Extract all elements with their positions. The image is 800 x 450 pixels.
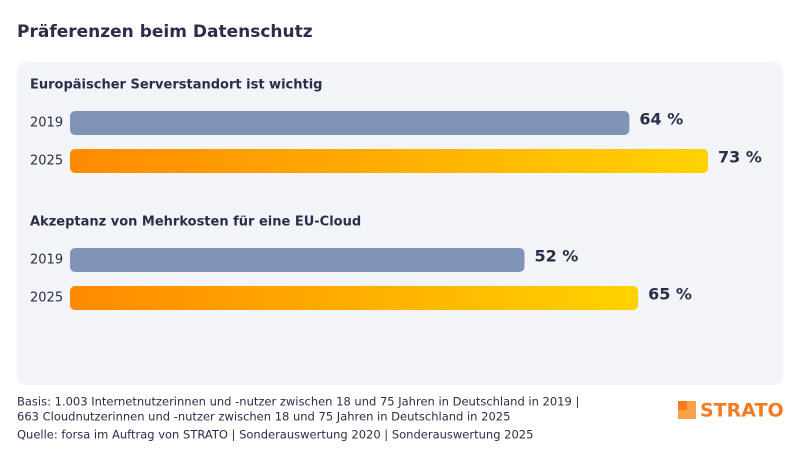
footer-line: 663 Cloudnutzerinnen und -nutzer zwische… (17, 410, 510, 424)
page-title: Präferenzen beim Datenschutz (17, 22, 313, 42)
logo-icon (678, 401, 696, 419)
bar (70, 286, 639, 310)
category-label: 2019 (30, 116, 63, 131)
footer-line: Quelle: forsa im Auftrag von STRATO | So… (17, 428, 533, 442)
category-label: 2019 (30, 253, 63, 268)
logo: STRATO (700, 400, 784, 422)
value-label: 73 % (718, 148, 762, 167)
category-label: 2025 (30, 291, 63, 306)
footer-line: Basis: 1.003 Internetnutzerinnen und -nu… (17, 395, 579, 409)
group-title: Europäischer Serverstandort ist wichtig (30, 78, 322, 93)
bar (70, 111, 630, 135)
category-label: 2025 (30, 154, 63, 169)
group-title: Akzeptanz von Mehrkosten für eine EU-Clo… (30, 215, 361, 230)
value-label: 65 % (648, 285, 692, 304)
bar (70, 248, 525, 272)
bar (70, 149, 709, 173)
value-label: 52 % (534, 247, 578, 266)
value-label: 64 % (639, 110, 683, 129)
